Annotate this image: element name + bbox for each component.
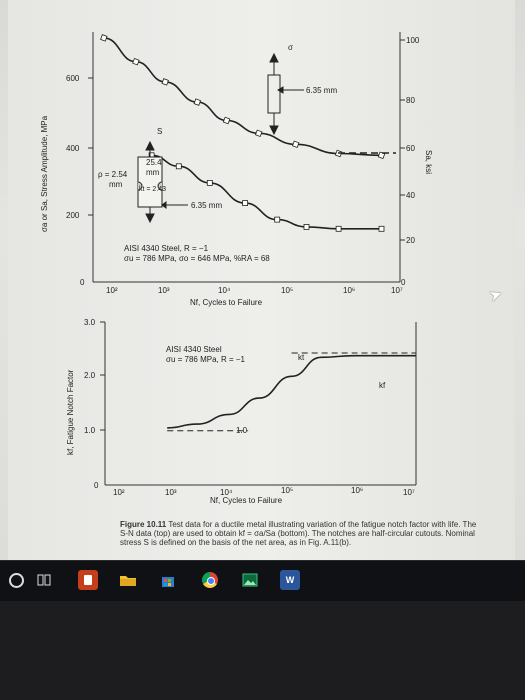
- data-point-notched-7: [378, 225, 385, 232]
- S-label: S: [157, 127, 163, 136]
- top-right-tick-100: 100: [406, 36, 420, 45]
- bot-material-line1: AISI 4340 Steel: [166, 345, 222, 354]
- kf-chart-axes: [100, 321, 417, 486]
- top-x-tick-1e4: 10⁴: [218, 286, 231, 295]
- data-point-notched-3: [242, 200, 249, 207]
- bot-y-tick-3: 3.0: [84, 318, 96, 327]
- kt-curve-label: kt: [298, 353, 305, 362]
- powerpoint-icon: [84, 575, 92, 585]
- data-point-unnotched-2: [161, 78, 169, 86]
- top-right-axis-label: Sa, ksi: [424, 150, 433, 175]
- rho-label: ρ = 2.54: [98, 170, 128, 179]
- top-y-tick-0: 0: [80, 278, 85, 287]
- photographed-textbook-page: 600 400 200 0 100 80 60 40 20 0 10² 10³ …: [0, 0, 525, 560]
- sigma-label: σ: [288, 43, 293, 52]
- powerpoint-taskbar-button[interactable]: [78, 570, 98, 590]
- bot-x-tick-1e6: 10⁶: [351, 486, 364, 495]
- kf-series-group: [167, 352, 416, 432]
- top-x-tick-1e2: 10²: [106, 286, 118, 295]
- caption-text: Test data for a ductile metal illustrati…: [120, 520, 477, 547]
- data-point-unnotched-0: [100, 34, 108, 42]
- kf-chart: [100, 321, 417, 486]
- top-y-tick-400: 400: [66, 144, 80, 153]
- top-right-tick-60: 60: [406, 144, 415, 153]
- one-line-label: 1.0: [236, 426, 248, 435]
- bot-x-tick-1e5: 10⁵: [281, 486, 294, 495]
- bot-x-tick-1e7: 10⁷: [403, 488, 415, 497]
- top-material-line1: AISI 4340 Steel, R = −1: [124, 244, 209, 253]
- data-point-unnotched-5: [254, 129, 263, 138]
- store-taskbar-button[interactable]: [158, 570, 178, 590]
- data-point-notched-1: [175, 163, 182, 170]
- top-material-line2: σu = 786 MPa, σo = 646 MPa, %RA = 68: [124, 254, 270, 263]
- top-y-tick-600: 600: [66, 74, 80, 83]
- bot-y-axis-label: kf, Fatigue Notch Factor: [66, 369, 75, 455]
- word-taskbar-button[interactable]: W: [280, 570, 300, 590]
- top-x-tick-1e3: 10³: [158, 286, 170, 295]
- textbook-page: 600 400 200 0 100 80 60 40 20 0 10² 10³ …: [8, 0, 515, 560]
- series-line-unnotched: [103, 37, 382, 157]
- width-label: 25.4: [146, 158, 162, 167]
- rho-unit-label: mm: [109, 180, 123, 189]
- data-point-notched-2: [206, 179, 213, 186]
- caption-label: Figure 10.11: [120, 520, 167, 529]
- sn-series-group: [100, 34, 396, 232]
- sn-chart-axes: [88, 32, 405, 283]
- bot-y-tick-1: 1.0: [84, 426, 96, 435]
- sn-chart: [88, 32, 405, 283]
- unnotched-specimen-sketch: [267, 52, 304, 136]
- series-line-kf: [167, 354, 416, 429]
- bot-y-tick-2: 2.0: [84, 371, 96, 380]
- top-y-tick-200: 200: [66, 211, 80, 220]
- top-x-tick-1e7: 10⁷: [391, 286, 403, 295]
- top-y-axis-label: σa or Sa, Stress Amplitude, MPa: [40, 115, 49, 232]
- kf-curve-label: kf: [379, 381, 386, 390]
- windows-start-icon: [8, 572, 24, 588]
- chrome-taskbar-button[interactable]: [200, 570, 220, 590]
- top-x-tick-1e5: 10⁵: [281, 286, 294, 295]
- series-line-notched: [151, 154, 382, 230]
- data-point-unnotched-3: [193, 98, 202, 106]
- data-point-notched-5: [303, 223, 310, 230]
- top-right-tick-40: 40: [406, 191, 415, 200]
- top-right-tick-20: 20: [406, 236, 415, 245]
- data-point-notched-4: [274, 216, 281, 223]
- width-unit-label: mm: [146, 168, 160, 177]
- bot-y-tick-0: 0: [94, 481, 99, 490]
- store-bag-icon: [162, 577, 174, 587]
- bot-x-axis-label: Nf, Cycles to Failure: [210, 496, 283, 505]
- notched-specimen-sketch: [137, 140, 188, 224]
- top-right-tick-0: 0: [401, 278, 406, 287]
- top-x-axis-label: Nf, Cycles to Failure: [190, 298, 263, 307]
- chrome-icon: [202, 572, 218, 588]
- task-view-button[interactable]: [34, 570, 54, 590]
- file-explorer-taskbar-button[interactable]: [118, 570, 138, 590]
- photos-icon: [242, 573, 258, 587]
- kt-label: kt = 2.43: [139, 186, 167, 193]
- figure-caption: Figure 10.11 Test data for a ductile met…: [120, 520, 480, 547]
- bot-x-tick-1e2: 10²: [113, 488, 125, 497]
- folder-icon: [120, 576, 136, 586]
- windows-taskbar: W: [0, 560, 525, 601]
- top-right-tick-80: 80: [406, 96, 415, 105]
- upper-dim-label: 6.35 mm: [306, 86, 338, 95]
- lower-dim-label: 6.35 mm: [191, 201, 223, 210]
- data-point-unnotched-1: [132, 57, 140, 66]
- data-point-unnotched-6: [291, 140, 300, 149]
- bot-material-line2: σu = 786 MPa, R = −1: [166, 355, 245, 364]
- bot-x-tick-1e3: 10³: [165, 488, 177, 497]
- start-button[interactable]: [6, 570, 26, 590]
- task-view-icon: [37, 574, 51, 586]
- data-point-notched-6: [335, 225, 342, 232]
- data-point-unnotched-4: [222, 116, 231, 125]
- word-icon: W: [285, 575, 295, 585]
- top-x-tick-1e6: 10⁶: [343, 286, 356, 295]
- bot-x-tick-1e4: 10⁴: [220, 488, 233, 497]
- photos-taskbar-button[interactable]: [240, 570, 260, 590]
